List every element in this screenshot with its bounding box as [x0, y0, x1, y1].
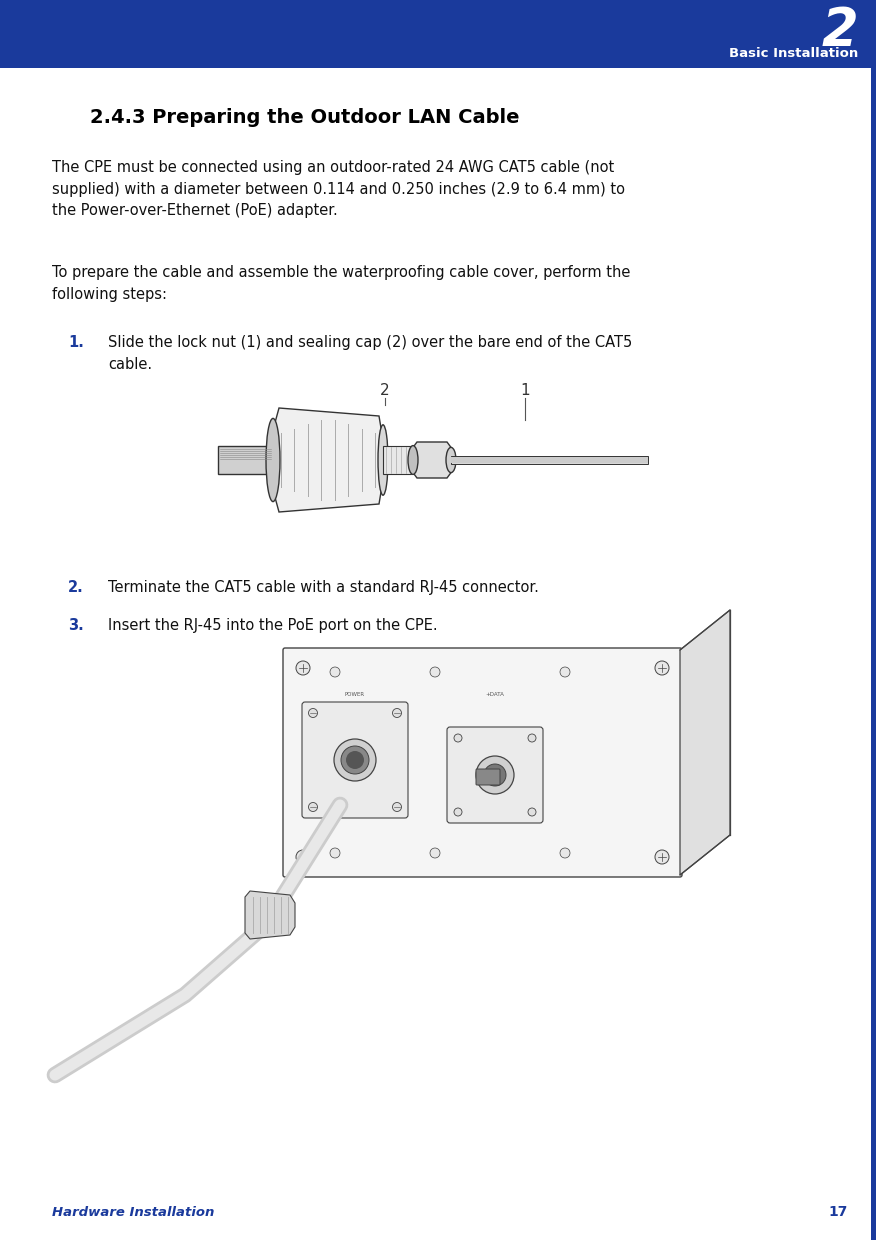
- Text: Insert the RJ-45 into the PoE port on the CPE.: Insert the RJ-45 into the PoE port on th…: [108, 618, 438, 632]
- Polygon shape: [245, 892, 295, 939]
- Text: +DATA: +DATA: [485, 692, 505, 697]
- FancyBboxPatch shape: [283, 649, 682, 877]
- Text: Hardware Installation: Hardware Installation: [52, 1205, 215, 1219]
- FancyBboxPatch shape: [302, 702, 408, 818]
- FancyBboxPatch shape: [476, 769, 500, 785]
- Ellipse shape: [296, 849, 310, 864]
- Bar: [0, 0, 876, 68]
- Ellipse shape: [341, 746, 369, 774]
- Ellipse shape: [408, 445, 418, 475]
- Ellipse shape: [334, 739, 376, 781]
- Bar: [871, 68, 876, 1240]
- Text: The CPE must be connected using an outdoor-rated 24 AWG CAT5 cable (not
supplied: The CPE must be connected using an outdo…: [52, 160, 625, 218]
- Ellipse shape: [454, 734, 462, 742]
- Text: Basic Installation: Basic Installation: [729, 47, 858, 60]
- Ellipse shape: [528, 734, 536, 742]
- Bar: [451, 456, 648, 464]
- Text: POWER: POWER: [345, 692, 365, 697]
- Ellipse shape: [330, 667, 340, 677]
- Text: 17: 17: [829, 1205, 848, 1219]
- Text: 2.: 2.: [68, 580, 84, 595]
- Bar: [218, 446, 273, 474]
- Text: 1: 1: [520, 383, 530, 398]
- Text: 2: 2: [380, 383, 390, 398]
- Text: 2.4.3 Preparing the Outdoor LAN Cable: 2.4.3 Preparing the Outdoor LAN Cable: [90, 108, 519, 126]
- Ellipse shape: [430, 848, 440, 858]
- Text: 2: 2: [822, 5, 858, 57]
- Polygon shape: [680, 610, 730, 875]
- Ellipse shape: [378, 425, 388, 495]
- Ellipse shape: [446, 448, 456, 472]
- Ellipse shape: [266, 418, 280, 502]
- Ellipse shape: [430, 667, 440, 677]
- Ellipse shape: [296, 661, 310, 675]
- Text: To prepare the cable and assemble the waterproofing cable cover, perform the
fol: To prepare the cable and assemble the wa…: [52, 265, 631, 301]
- Ellipse shape: [655, 661, 669, 675]
- Ellipse shape: [346, 751, 364, 769]
- Bar: [451, 458, 648, 463]
- Text: 1.: 1.: [68, 335, 84, 350]
- FancyBboxPatch shape: [447, 727, 543, 823]
- Bar: [383, 446, 411, 474]
- Text: Terminate the CAT5 cable with a standard RJ-45 connector.: Terminate the CAT5 cable with a standard…: [108, 580, 539, 595]
- Polygon shape: [273, 408, 383, 512]
- Ellipse shape: [392, 708, 401, 718]
- Ellipse shape: [528, 808, 536, 816]
- Ellipse shape: [484, 764, 506, 786]
- Ellipse shape: [392, 802, 401, 811]
- Text: Slide the lock nut (1) and sealing cap (2) over the bare end of the CAT5
cable.: Slide the lock nut (1) and sealing cap (…: [108, 335, 632, 372]
- Ellipse shape: [308, 708, 317, 718]
- Text: 3.: 3.: [68, 618, 84, 632]
- Ellipse shape: [655, 849, 669, 864]
- Polygon shape: [413, 441, 451, 477]
- Ellipse shape: [560, 848, 570, 858]
- Ellipse shape: [330, 848, 340, 858]
- Ellipse shape: [454, 808, 462, 816]
- Ellipse shape: [560, 667, 570, 677]
- Ellipse shape: [308, 802, 317, 811]
- Ellipse shape: [476, 756, 514, 794]
